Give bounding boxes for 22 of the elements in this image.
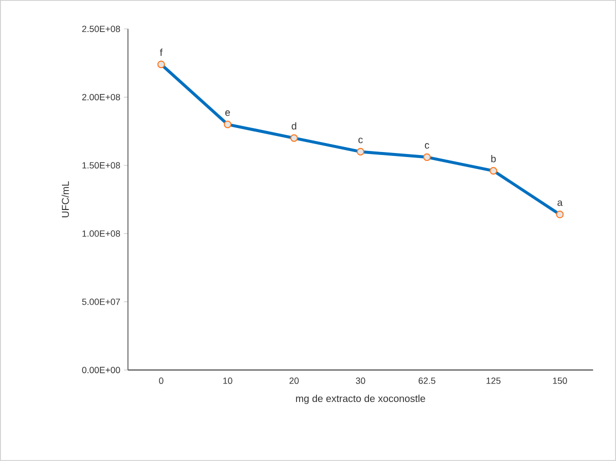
x-tick-label: 30 bbox=[356, 378, 366, 384]
x-tick-label: 20 bbox=[290, 378, 299, 384]
annotation: b bbox=[491, 154, 496, 162]
annotation: f bbox=[160, 48, 163, 56]
x-tick-label: 62.5 bbox=[418, 378, 436, 384]
x-tick-label: 150 bbox=[553, 378, 567, 384]
annotation: c bbox=[358, 138, 363, 144]
y-tick-label: 5.00E+07 bbox=[82, 298, 120, 305]
y-tick-label: 0.00E+00 bbox=[82, 366, 120, 374]
y-tick-label: 2.50E+08 bbox=[82, 26, 120, 32]
y-tick-label: 1.50E+08 bbox=[82, 162, 120, 169]
y-tick-label: 1.00E+08 bbox=[82, 230, 120, 237]
x-tick-label: 125 bbox=[486, 378, 501, 384]
annotation: a bbox=[558, 200, 563, 206]
x-axis-title: mg de extracto de xoconostle bbox=[296, 394, 426, 404]
annotation: d bbox=[292, 122, 296, 130]
x-tick-label: 10 bbox=[223, 378, 232, 384]
annotation: c bbox=[424, 143, 430, 149]
y-axis-title: UFC/mL bbox=[62, 181, 69, 218]
annotation: e bbox=[225, 110, 230, 116]
x-tick-label: 0 bbox=[159, 378, 164, 384]
y-tick-label: 2.00E+08 bbox=[82, 94, 120, 100]
